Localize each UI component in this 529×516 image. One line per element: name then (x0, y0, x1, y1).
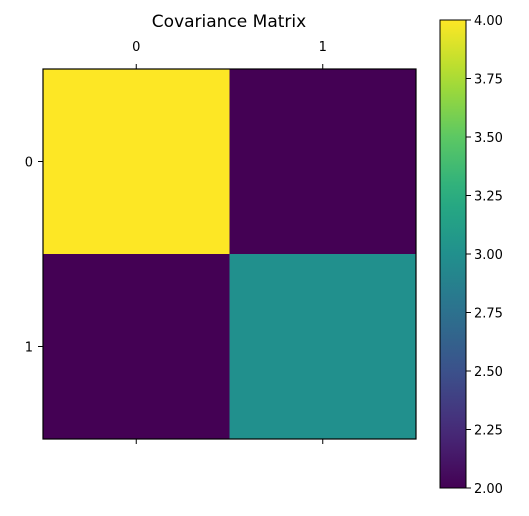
colorbar-tick-label-4: 3.00 (474, 248, 503, 263)
x-tick-label-0: 0 (132, 40, 140, 55)
colorbar-tick-label-5: 3.25 (474, 190, 503, 205)
heatmap-cell-0-0 (43, 69, 230, 255)
heatmap-cell-1-0 (43, 254, 230, 440)
y-tick-label-0: 0 (25, 156, 33, 171)
colorbar-tick-label-7: 3.75 (474, 73, 503, 88)
heatmap-cell-1-1 (229, 254, 417, 440)
colorbar-tick-label-6: 3.50 (474, 131, 503, 146)
colorbar-tick-label-3: 2.75 (474, 307, 503, 322)
axis-ticks: 0 1 0 1 (25, 40, 327, 444)
colorbar-tick-label-1: 2.25 (474, 424, 503, 439)
heatmap-frame (42, 68, 417, 440)
y-tick-label-1: 1 (25, 341, 33, 356)
colorbar-tick-label-0: 2.00 (474, 482, 503, 497)
heatmap-cells (43, 69, 417, 440)
colorbar: 2.00 2.25 2.50 2.75 3.00 3.25 3.50 3.75 4.00 (439, 14, 503, 497)
colorbar-tick-label-8: 4.00 (474, 14, 503, 29)
chart-title: Covariance Matrix (152, 12, 306, 32)
colorbar-gradient (440, 20, 466, 488)
heatmap-cell-0-1 (229, 69, 417, 255)
colorbar-tick-label-2: 2.50 (474, 365, 503, 380)
x-tick-label-1: 1 (319, 40, 327, 55)
